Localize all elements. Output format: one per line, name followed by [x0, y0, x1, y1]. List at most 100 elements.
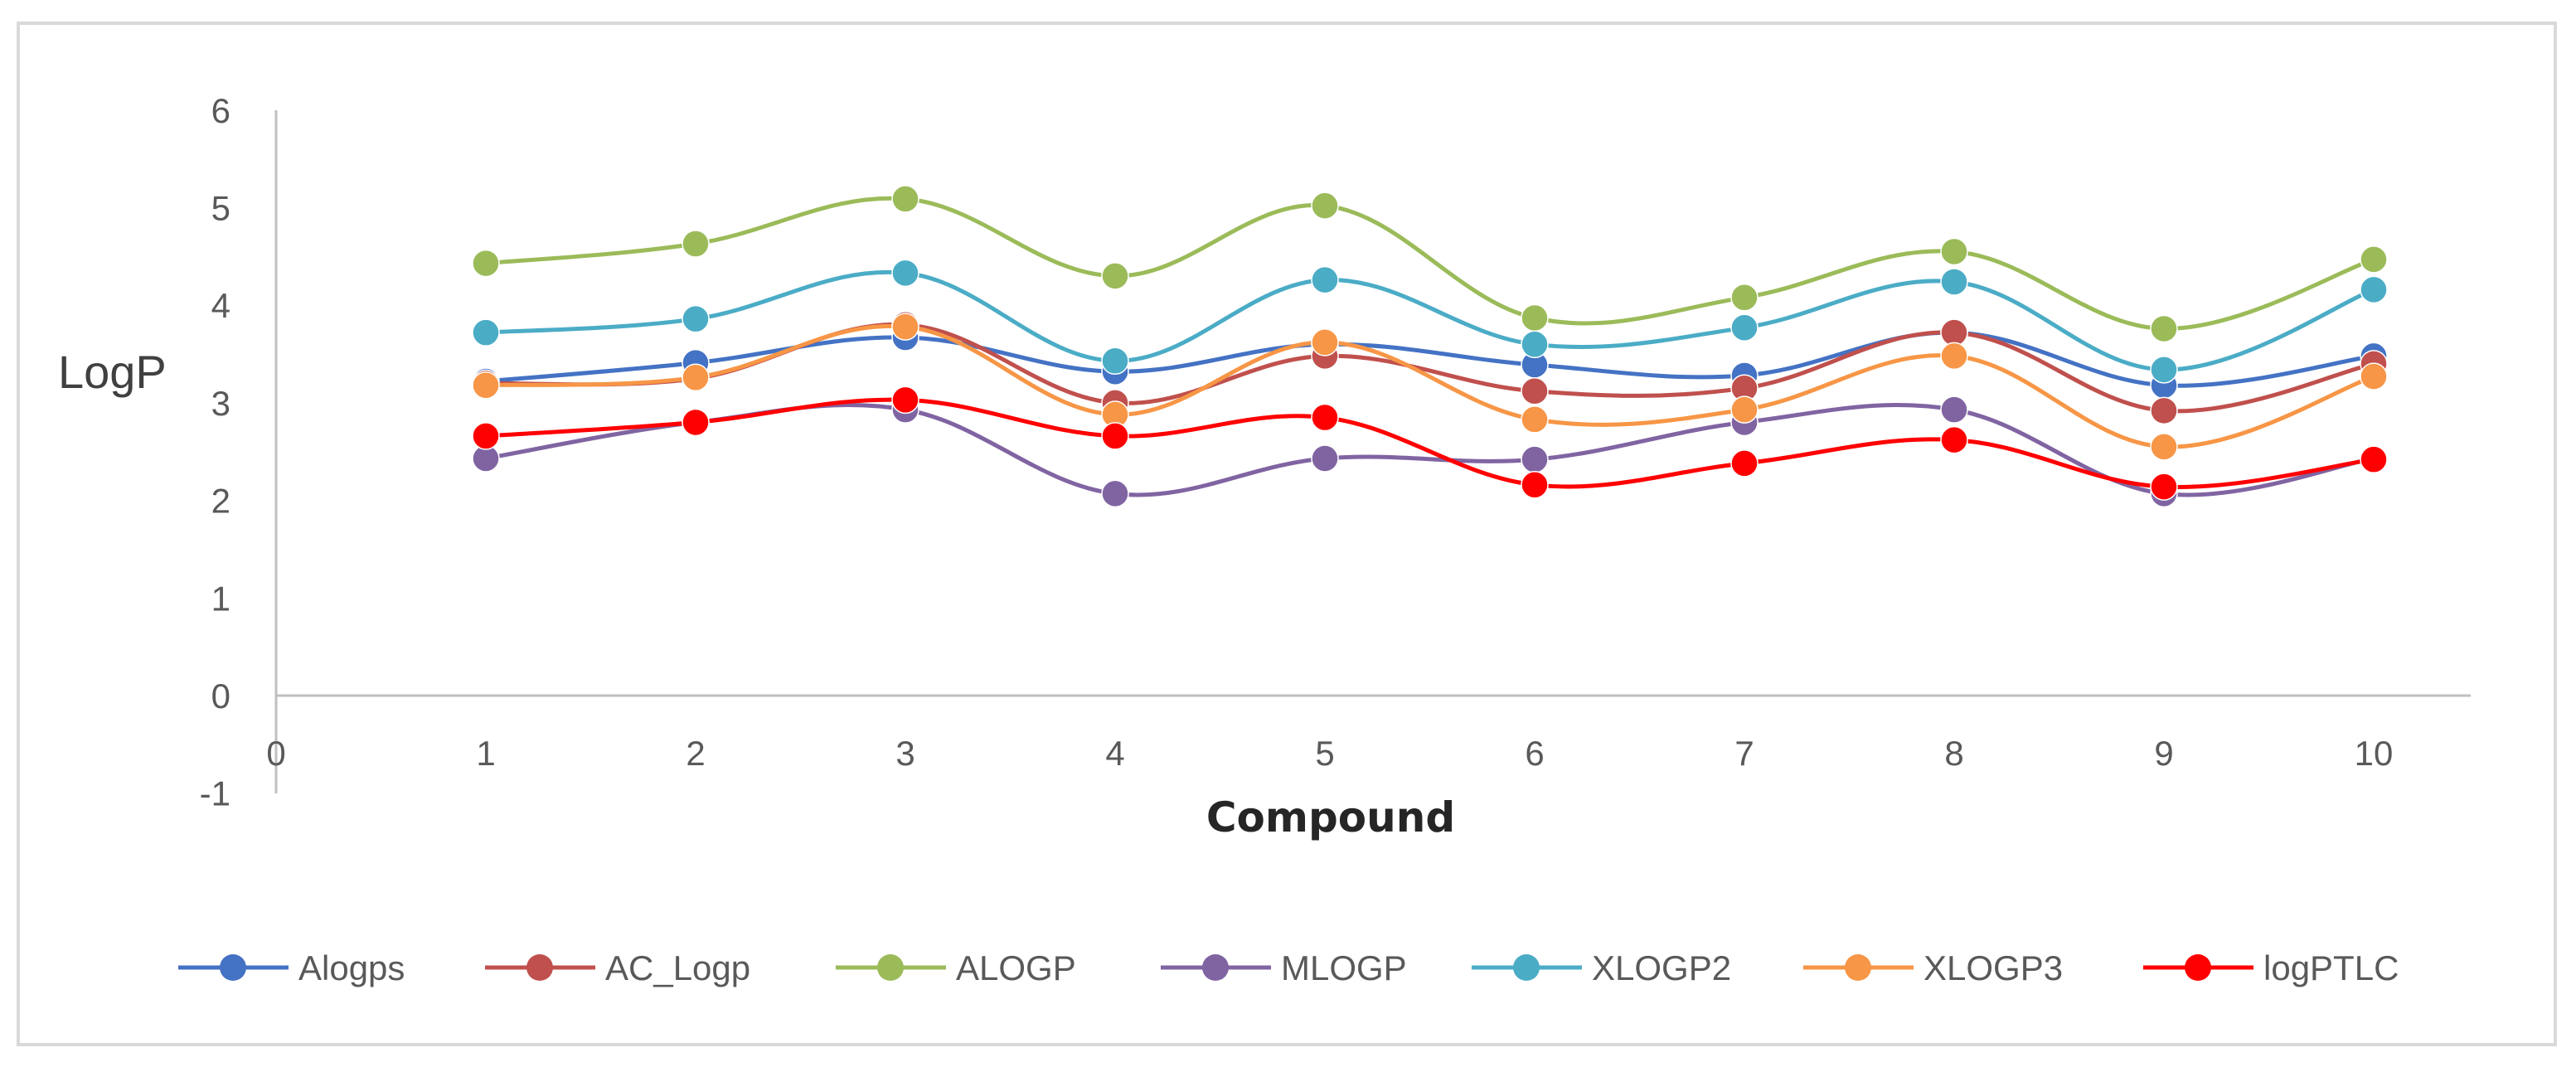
legend-entry-alogps: Alogps [178, 948, 405, 987]
x-tick-labels: 0 1 2 3 4 5 6 7 8 9 10 [266, 734, 2393, 773]
x-tick-label: 1 [476, 734, 495, 773]
series-line-xlogp3 [485, 323, 2375, 449]
data-point-alogp [1940, 237, 1968, 266]
y-tick-label: 3 [211, 384, 230, 423]
y-tick-label: 2 [211, 482, 230, 521]
y-tick-label: 6 [211, 91, 230, 130]
data-point-logptlc [472, 422, 500, 450]
data-point-logptlc [1940, 425, 1968, 454]
data-point-alogp [472, 249, 500, 278]
data-point-xlogp2 [891, 259, 919, 288]
legend: Alogps AC_Logp ALOGP MLOGP XLOGP2 XLOGP3 logPT… [178, 948, 2399, 987]
data-point-alogp [1521, 303, 1549, 332]
x-tick-label: 9 [2154, 734, 2173, 773]
legend-entry-alogp: ALOGP [836, 948, 1076, 987]
legend-label-alogps: Alogps [298, 948, 405, 987]
legend-label-ac-logp: AC_Logp [605, 948, 750, 987]
data-point-logptlc [682, 408, 710, 437]
legend-entry-xlogp3: XLOGP3 [1803, 948, 2063, 987]
y-tick-label: -1 [200, 774, 230, 813]
x-tick-label: 10 [2355, 734, 2394, 773]
x-tick-label: 7 [1734, 734, 1754, 773]
series-line-alogp [485, 196, 2375, 331]
data-point-mlogp [1101, 479, 1129, 508]
x-tick-label: 0 [266, 734, 285, 773]
data-point-ac-logp [2150, 396, 2178, 425]
x-axis-title: Compound [1206, 793, 1455, 841]
chart-frame [17, 22, 2557, 1046]
data-point-ac-logp [1521, 377, 1549, 405]
data-point-xlogp3 [1940, 342, 1968, 371]
data-point-mlogp [1940, 395, 1968, 424]
legend-marker-logptlc [2185, 954, 2211, 981]
data-point-xlogp3 [1311, 328, 1339, 356]
data-point-ac-logp [1940, 318, 1968, 347]
legend-entry-logptlc: logPTLC [2143, 948, 2399, 987]
x-tick-label: 4 [1105, 734, 1124, 773]
legend-marker-xlogp3 [1845, 954, 1871, 981]
series-points [472, 185, 2388, 508]
legend-marker-xlogp2 [1513, 954, 1540, 981]
legend-label-xlogp3: XLOGP3 [1924, 948, 2063, 987]
data-point-xlogp3 [2360, 362, 2388, 390]
data-point-xlogp3 [1521, 405, 1549, 434]
data-point-xlogp2 [2150, 356, 2178, 384]
data-point-xlogp2 [1311, 265, 1339, 294]
data-point-xlogp2 [1940, 268, 1968, 296]
data-point-logptlc [1521, 471, 1549, 499]
x-tick-label: 5 [1315, 734, 1334, 773]
legend-marker-ac-logp [526, 954, 553, 981]
x-tick-label: 3 [895, 734, 914, 773]
x-tick-label: 8 [1944, 734, 1963, 773]
y-tick-label: 5 [211, 189, 230, 228]
legend-entry-ac-logp: AC_Logp [485, 948, 750, 987]
data-point-logptlc [1730, 449, 1759, 478]
y-tick-labels: -1 0 1 2 3 4 5 6 [200, 91, 230, 813]
legend-marker-alogp [877, 954, 904, 981]
x-tick-label: 6 [1525, 734, 1544, 773]
legend-label-mlogp: MLOGP [1281, 948, 1407, 987]
data-point-alogp [682, 230, 710, 258]
legend-label-logptlc: logPTLC [2263, 948, 2399, 987]
data-point-xlogp2 [472, 318, 500, 347]
data-point-xlogp3 [2150, 433, 2178, 461]
y-tick-label: 4 [211, 286, 230, 325]
data-point-xlogp2 [682, 304, 710, 333]
legend-marker-mlogp [1202, 954, 1229, 981]
data-point-logptlc [2360, 445, 2388, 473]
data-point-xlogp3 [891, 313, 919, 341]
y-tick-label: 1 [211, 579, 230, 618]
data-point-alogp [2360, 245, 2388, 274]
data-point-alogp [1730, 284, 1759, 312]
legend-label-xlogp2: XLOGP2 [1592, 948, 1731, 987]
data-point-logptlc [891, 386, 919, 415]
data-point-mlogp [1311, 444, 1339, 473]
data-point-logptlc [1311, 403, 1339, 432]
series-line-xlogp2 [485, 269, 2375, 372]
data-point-xlogp2 [1730, 313, 1759, 342]
data-point-logptlc [1101, 422, 1129, 450]
legend-entry-mlogp: MLOGP [1161, 948, 1407, 987]
legend-entry-xlogp2: XLOGP2 [1472, 948, 1731, 987]
legend-label-alogp: ALOGP [956, 948, 1076, 987]
data-point-logptlc [2150, 473, 2178, 501]
x-tick-label: 2 [686, 734, 705, 773]
data-point-alogp [2150, 314, 2178, 343]
data-point-xlogp2 [1521, 330, 1549, 359]
axes [274, 110, 2471, 793]
data-point-xlogp2 [2360, 275, 2388, 304]
legend-marker-alogps [220, 954, 246, 981]
data-point-xlogp3 [682, 363, 710, 392]
data-point-alogp [891, 185, 919, 213]
data-point-alogp [1101, 262, 1129, 290]
y-tick-label: 0 [211, 677, 230, 715]
series-line-logptlc [485, 397, 2375, 490]
y-axis-title: LogP [58, 346, 167, 398]
data-point-xlogp2 [1101, 347, 1129, 376]
data-point-xlogp3 [472, 371, 500, 400]
data-point-alogp [1311, 192, 1339, 220]
data-point-xlogp3 [1730, 395, 1759, 424]
series-lines [485, 196, 2375, 497]
data-point-mlogp [1521, 445, 1549, 473]
